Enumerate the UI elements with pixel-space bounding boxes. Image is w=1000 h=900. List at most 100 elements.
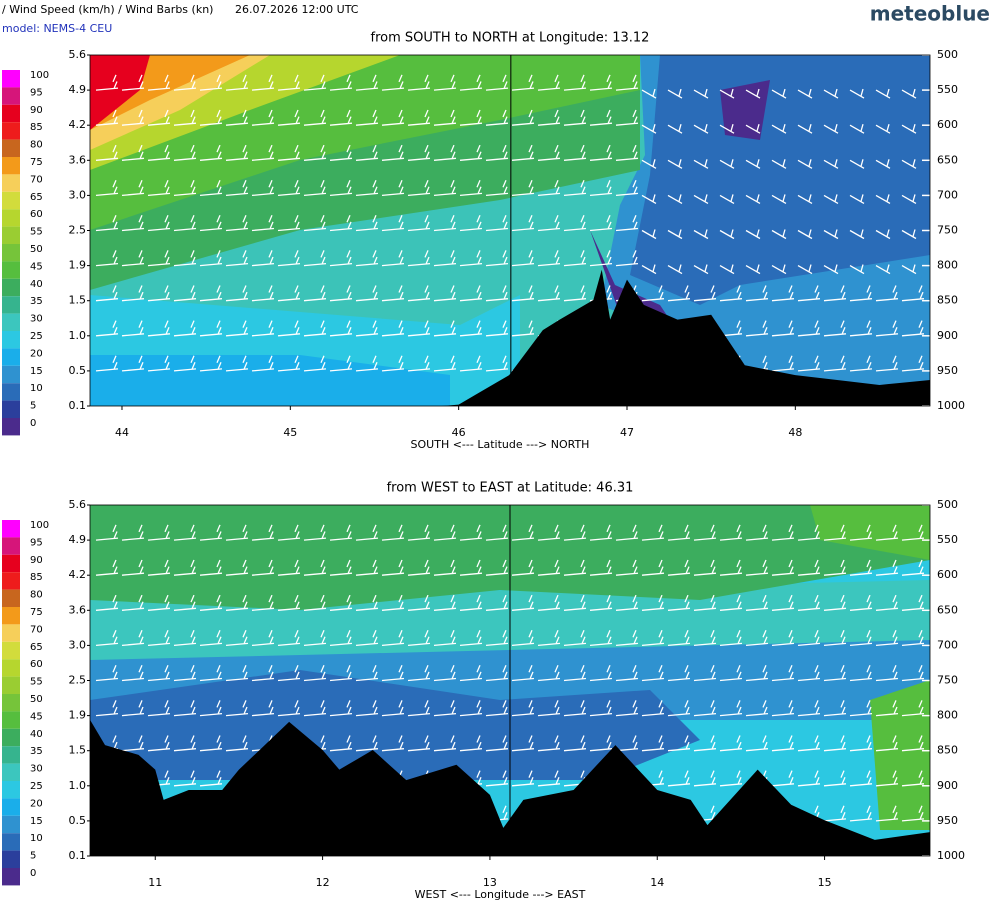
wind-barb: [875, 88, 891, 99]
wind-barb: [823, 735, 847, 752]
wind-barb: [199, 109, 223, 126]
wind-barb: [589, 215, 613, 232]
colorbar-cell: [2, 331, 20, 349]
y2-tick-label: 500: [937, 48, 958, 61]
speed-region: [90, 55, 150, 130]
wind-barb: [719, 159, 735, 169]
wind-barb: [459, 665, 483, 682]
wind-barb: [563, 524, 587, 541]
wind-barb: [121, 215, 145, 232]
colorbar-label: 45: [30, 711, 43, 722]
wind-barb: [173, 179, 197, 197]
wind-barb: [95, 250, 119, 267]
wind-barb: [563, 559, 587, 576]
y-tick-label: 4.2: [69, 118, 87, 131]
wind-barb: [875, 124, 891, 134]
wind-barb: [329, 629, 353, 647]
wind-barb: [459, 250, 483, 267]
wind-barb: [199, 629, 223, 647]
wind-barb: [589, 594, 613, 611]
wind-barb: [693, 665, 717, 682]
wind-barb: [251, 144, 275, 161]
wind-barb: [875, 264, 891, 275]
wind-barb: [537, 700, 561, 717]
wind-barb: [615, 700, 639, 717]
wind-barb: [615, 629, 639, 647]
wind-barb: [745, 559, 769, 576]
wind-barb: [719, 770, 743, 787]
wind-barb: [901, 124, 917, 134]
wind-barb: [589, 700, 613, 717]
wind-barb: [641, 629, 665, 647]
wind-barb: [225, 179, 249, 197]
wind-barb: [901, 320, 925, 337]
wind-barb: [303, 250, 327, 267]
x-tick-label: 44: [115, 426, 129, 439]
wind-barb: [147, 355, 171, 372]
colorbar-label: 75: [30, 157, 43, 168]
wind-barb: [511, 629, 535, 647]
wind-barb: [641, 665, 665, 682]
wind-barb: [667, 194, 683, 204]
wind-barb: [485, 735, 509, 752]
wind-barb: [745, 594, 769, 611]
wind-barb: [459, 215, 483, 232]
colorbar-cell: [2, 157, 20, 175]
colorbar-label: 90: [30, 555, 43, 566]
wind-barb: [667, 285, 691, 302]
wind-barb: [485, 144, 509, 161]
wind-barb: [147, 559, 171, 576]
wind-barb: [407, 559, 431, 576]
wind-barb: [433, 355, 457, 372]
wind-barb: [433, 215, 457, 232]
x-tick-label: 15: [818, 876, 832, 889]
wind-barb: [797, 665, 821, 682]
colorbar-cell: [2, 122, 20, 140]
colorbar-label: 15: [30, 816, 43, 827]
wind-barb: [589, 179, 613, 197]
wind-barb: [615, 250, 639, 267]
wind-barb: [225, 700, 249, 717]
wind-barb: [537, 215, 561, 232]
wind-barb: [303, 320, 327, 337]
wind-barb: [771, 700, 795, 717]
wind-barb: [173, 594, 197, 611]
wind-barb: [251, 109, 275, 126]
wind-barb: [199, 144, 223, 161]
wind-barb: [511, 250, 535, 267]
wind-barb: [433, 320, 457, 337]
wind-barb: [95, 524, 119, 541]
colorbar-label: 5: [30, 401, 36, 412]
wind-barb: [693, 735, 717, 752]
wind-barb: [537, 109, 561, 126]
wind-barb: [303, 355, 327, 372]
wind-barb: [771, 559, 795, 576]
wind-barb: [667, 229, 683, 240]
wind-barb: [407, 665, 431, 682]
wind-barb: [745, 320, 769, 337]
wind-barb: [667, 524, 691, 541]
wind-barb: [381, 594, 405, 611]
wind-barb: [589, 144, 613, 161]
y-tick-label: 3.0: [69, 188, 87, 201]
wind-barb: [251, 700, 275, 717]
wind-barb: [173, 355, 197, 372]
wind-barb: [511, 215, 535, 232]
wind-barb: [823, 229, 839, 240]
wind-barb: [797, 700, 821, 717]
wind-barb: [407, 594, 431, 611]
wind-barb: [797, 735, 821, 752]
colorbar-label: 65: [30, 192, 43, 203]
colorbar-cell: [2, 209, 20, 227]
wind-barb: [95, 179, 119, 197]
colorbar-cell: [2, 191, 20, 210]
wind-barb: [329, 355, 353, 372]
wind-barb: [303, 285, 327, 302]
wind-barb: [251, 215, 275, 232]
wind-barb: [381, 524, 405, 541]
wind-barb: [147, 250, 171, 267]
wind-barb: [641, 194, 657, 204]
wind-barb: [433, 665, 457, 682]
wind-barb: [537, 144, 561, 161]
